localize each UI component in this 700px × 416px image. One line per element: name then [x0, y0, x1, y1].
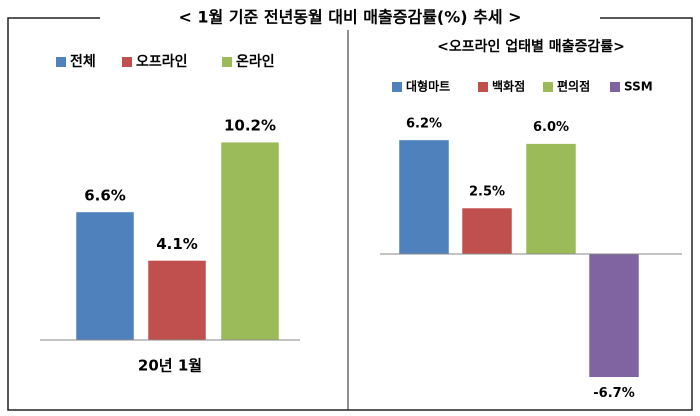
- legend-swatch: [56, 57, 66, 67]
- data-label: 6.6%: [84, 186, 126, 204]
- data-label: -6.7%: [593, 386, 634, 401]
- legend-label: SSM: [624, 80, 653, 94]
- legend-swatch: [222, 57, 232, 67]
- x-tick-label: 20년 1월: [138, 357, 202, 375]
- bar: [220, 141, 280, 341]
- data-label: 6.0%: [533, 120, 569, 135]
- bar: [147, 260, 207, 341]
- legend-swatch: [610, 82, 620, 92]
- legend-swatch: [543, 82, 553, 92]
- legend-label: 편의점: [557, 79, 590, 94]
- legend-swatch: [478, 82, 488, 92]
- data-label: 2.5%: [469, 185, 505, 200]
- legend-label: 온라인: [236, 53, 275, 70]
- legend-label: 오프라인: [136, 53, 188, 70]
- chart-title: <오프라인 업태별 매출증감률>: [437, 38, 625, 55]
- legend-label: 백화점: [492, 79, 525, 94]
- page-title: < 1월 기준 전년동월 대비 매출증감률(%) 추세 >: [178, 8, 521, 27]
- data-label: 6.2%: [406, 116, 442, 131]
- bar: [461, 207, 513, 255]
- bar: [588, 253, 640, 378]
- data-label: 10.2%: [224, 117, 276, 135]
- legend-label: 전체: [70, 53, 96, 70]
- data-label: 4.1%: [156, 235, 198, 253]
- legend-label: 대형마트: [406, 79, 450, 94]
- legend-swatch: [122, 57, 132, 67]
- title-bg: [100, 6, 600, 30]
- legend-swatch: [392, 82, 402, 92]
- bar: [398, 139, 450, 255]
- bar: [75, 211, 135, 341]
- bar: [525, 143, 577, 255]
